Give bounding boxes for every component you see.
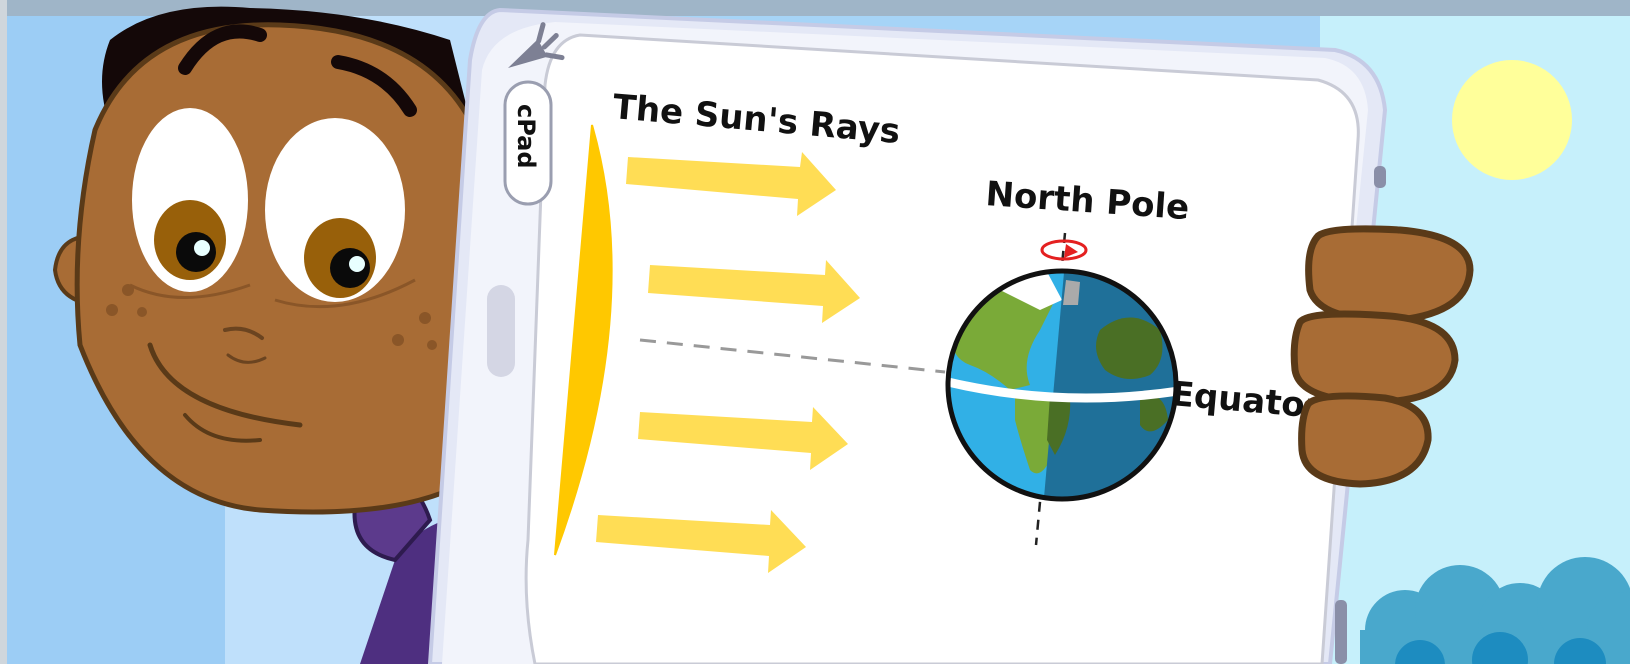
sun-ray-arrow (648, 260, 860, 323)
rotation-arrow-icon (1040, 239, 1088, 261)
carrot-icon (508, 22, 565, 68)
sun-ray-arrow (626, 152, 836, 216)
sun-edge-shape (554, 124, 613, 556)
sun-ray-arrows (596, 152, 860, 573)
sun-ray-arrow (638, 407, 848, 470)
sun-to-equator-dashed-line (639, 338, 946, 374)
device-brand-badge (503, 80, 553, 206)
child-character (52, 6, 473, 664)
device-brand-label: cPad (512, 104, 540, 169)
sky-sun-icon (1452, 60, 1572, 180)
bushes-front (1395, 632, 1606, 664)
child-hand (1290, 225, 1474, 488)
sun-ray-arrow (596, 510, 806, 573)
